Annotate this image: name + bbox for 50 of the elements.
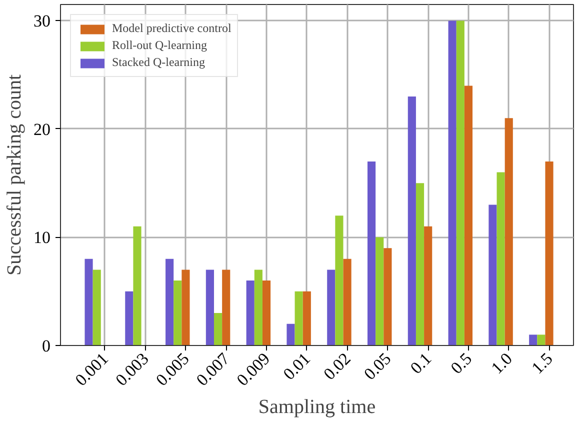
- bar: [384, 248, 392, 346]
- bar: [286, 324, 295, 346]
- x-tick-label: 1.5: [528, 349, 556, 378]
- legend-label: Stacked Q-learning: [112, 55, 205, 70]
- bar: [335, 216, 344, 346]
- y-tick-label: 10: [34, 228, 50, 248]
- bar: [254, 270, 262, 346]
- bar: [84, 258, 93, 346]
- x-axis-title: Sampling time: [258, 396, 376, 418]
- bar: [214, 313, 222, 346]
- bar: [408, 96, 416, 346]
- bar: [262, 280, 271, 346]
- bar: [92, 270, 101, 346]
- y-tick-label: 0: [42, 336, 50, 356]
- bar: [166, 258, 174, 346]
- bar: [416, 183, 424, 346]
- bar: [376, 237, 384, 346]
- bar: [504, 118, 513, 346]
- bar: [182, 270, 190, 346]
- x-tick-label: 1.0: [487, 349, 516, 378]
- bar: [545, 161, 554, 346]
- bar: [125, 291, 134, 346]
- bar: [206, 270, 214, 346]
- bar: [367, 161, 376, 346]
- bar: [327, 270, 336, 346]
- y-tick-label: 30: [34, 12, 50, 31]
- bar: [302, 291, 311, 346]
- bar: [222, 270, 230, 346]
- legend-label: Roll-out Q-learning: [112, 38, 207, 53]
- bar: [246, 280, 254, 346]
- bar: [537, 334, 546, 346]
- x-tick-label: 0.02: [320, 349, 354, 384]
- bar: [343, 258, 352, 346]
- legend-label: Model predictive control: [112, 21, 232, 36]
- bar: [133, 226, 142, 346]
- x-tick-label: 0.5: [447, 349, 476, 378]
- bar: [488, 204, 497, 346]
- bar: [529, 334, 538, 346]
- bar: [424, 226, 432, 346]
- x-tick-label: 0.01: [279, 349, 314, 384]
- y-axis-title: Successful parking count: [4, 74, 26, 276]
- bar: [464, 86, 473, 346]
- y-tick-label: 20: [34, 120, 50, 139]
- bar: [496, 172, 505, 346]
- bar: [294, 291, 303, 346]
- x-tick-label: 0.1: [406, 349, 436, 378]
- bar: [448, 20, 456, 346]
- bar: [174, 280, 182, 346]
- bar: [456, 20, 464, 346]
- x-tick-label: 0.05: [360, 349, 395, 384]
